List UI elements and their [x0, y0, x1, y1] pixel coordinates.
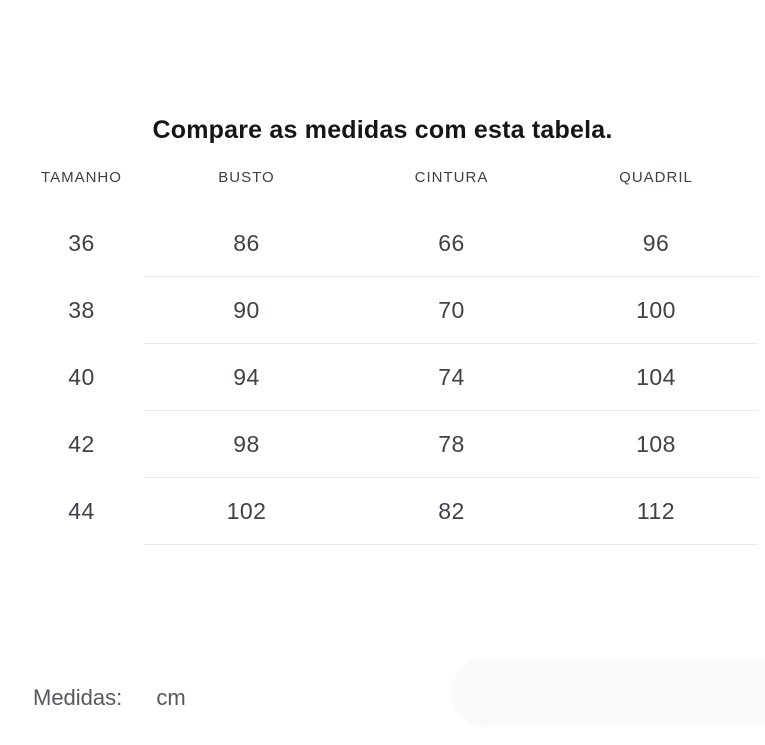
cell-size: 36: [68, 230, 95, 256]
table-header-row: TAMANHO BUSTO CINTURA QUADRIL: [33, 144, 758, 210]
table-row: 36 86 66 96: [33, 210, 758, 277]
cell-waist: 74: [349, 344, 554, 411]
faint-pill-shape: [451, 658, 765, 727]
table-row: 40 94 74 104: [33, 344, 758, 411]
cell-waist: 70: [349, 277, 554, 344]
cell-hip: 100: [554, 277, 758, 344]
cell-bust: 90: [144, 277, 349, 344]
table-row: 38 90 70 100: [33, 277, 758, 344]
cell-hip: 108: [554, 411, 758, 478]
header-cell-tamanho: TAMANHO: [41, 168, 122, 186]
header-cell-cintura: CINTURA: [414, 168, 489, 186]
cell-size: 42: [68, 431, 95, 457]
cell-size: 40: [68, 364, 95, 390]
cell-size: 44: [68, 498, 95, 524]
cell-bust: 86: [144, 210, 349, 277]
measurement-unit-value: cm: [156, 685, 186, 710]
cell-waist: 66: [349, 210, 554, 277]
cell-waist: 82: [349, 478, 554, 545]
cell-bust: 94: [144, 344, 349, 411]
cell-hip: 104: [554, 344, 758, 411]
measurement-unit-label: Medidas:: [33, 685, 123, 710]
measurement-unit-row: Medidas: cm: [33, 685, 765, 711]
cell-hip: 112: [554, 478, 758, 545]
header-cell-quadril: QUADRIL: [619, 168, 693, 186]
cell-waist: 78: [349, 411, 554, 478]
cell-size: 38: [68, 297, 95, 323]
size-table: TAMANHO BUSTO CINTURA QUADRIL 36 86 66 9…: [33, 144, 758, 545]
page-title: Compare as medidas com esta tabela.: [152, 116, 613, 144]
cell-bust: 102: [144, 478, 349, 545]
table-row: 42 98 78 108: [33, 411, 758, 478]
table-row: 44 102 82 112: [33, 478, 758, 545]
header-cell-busto: BUSTO: [218, 168, 275, 186]
cell-hip: 96: [554, 210, 758, 277]
cell-bust: 98: [144, 411, 349, 478]
